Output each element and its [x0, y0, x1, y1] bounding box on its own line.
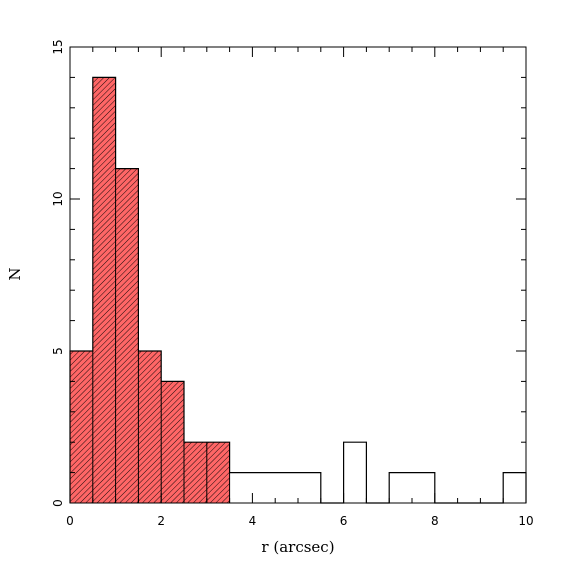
- histogram-bar-hatch: [92, 77, 116, 504]
- x-tick-label: 6: [340, 514, 348, 528]
- x-tick-label: 10: [518, 514, 533, 528]
- histogram-bar-hatch: [138, 351, 162, 503]
- x-tick-label: 4: [249, 514, 257, 528]
- histogram-bar-hatch: [115, 168, 139, 503]
- y-tick-label: 10: [51, 191, 65, 206]
- histogram-outline-layer: [69, 76, 527, 504]
- histogram-bar-hatch: [161, 381, 184, 503]
- histogram-bar-hatch: [70, 351, 93, 503]
- histogram-bar-hatch: [206, 442, 230, 503]
- x-tick-label: 0: [66, 514, 74, 528]
- x-tick-label: 2: [157, 514, 165, 528]
- bars-layer: [70, 77, 230, 504]
- y-axis-title: N: [6, 267, 24, 280]
- x-tick-label: 8: [431, 514, 439, 528]
- y-tick-label: 15: [51, 39, 65, 54]
- x-axis-title: r (arcsec): [261, 538, 334, 556]
- y-tick-label: 5: [51, 347, 65, 355]
- y-tick-label: 0: [51, 499, 65, 507]
- axes-layer: 0 2 4 6 8 10 0 5 10 15: [51, 39, 534, 528]
- histogram-bar-hatch: [184, 442, 207, 503]
